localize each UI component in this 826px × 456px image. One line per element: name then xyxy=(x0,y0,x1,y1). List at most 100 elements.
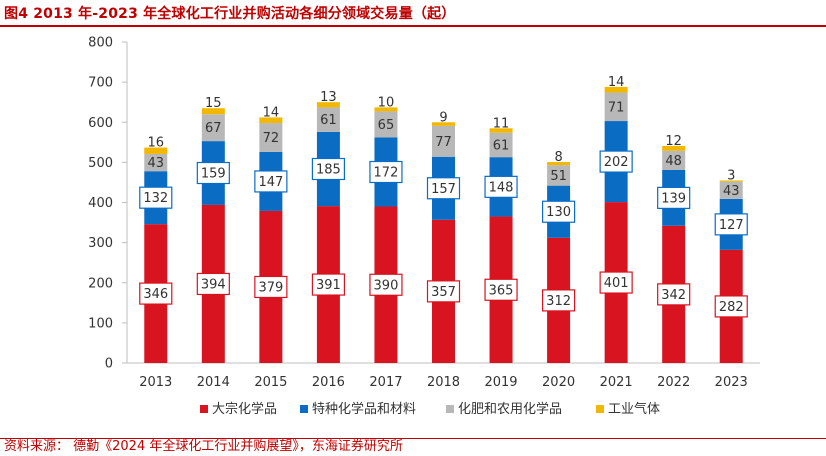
legend-label: 工业气体 xyxy=(608,401,660,417)
data-label: 346 xyxy=(143,287,168,302)
y-tick-label: 400 xyxy=(88,196,113,211)
y-tick-label: 300 xyxy=(88,236,113,251)
x-tick-label: 2017 xyxy=(369,375,402,390)
legend-label: 特种化学品和材料 xyxy=(312,401,416,417)
data-label: 15 xyxy=(205,96,222,111)
data-label-box xyxy=(426,280,461,303)
stacked-bar-chart: 0 100 200 300 400 500 600 700 800 346 132 43 16 394 15… xyxy=(88,36,760,417)
data-label: 72 xyxy=(263,131,280,146)
source-note: 资料来源： 德勤《2024 年全球化工行业并购展望》，东海证券研究所 xyxy=(4,439,403,454)
x-tick-label: 2015 xyxy=(254,375,287,390)
data-label-box xyxy=(599,150,633,173)
data-label-box xyxy=(311,157,346,181)
data-label-box xyxy=(139,186,173,209)
x-tick-label: 2013 xyxy=(139,375,172,390)
bar-segment-工业气体 xyxy=(316,102,340,108)
x-tick-label: 2018 xyxy=(427,375,460,390)
data-label: 12 xyxy=(665,134,682,149)
data-label: 127 xyxy=(719,218,744,233)
y-tick-label: 700 xyxy=(88,76,113,91)
data-label-box xyxy=(426,177,461,200)
bar-segment-工业气体 xyxy=(259,117,283,124)
data-label: 16 xyxy=(147,136,164,151)
data-label: 61 xyxy=(320,113,337,128)
data-label: 77 xyxy=(435,135,452,150)
data-label: 357 xyxy=(431,285,456,300)
bar-segment-化肥和农用化学品 xyxy=(374,111,398,138)
bar-segment-工业气体 xyxy=(662,145,686,151)
legend-label: 大宗化学品 xyxy=(212,401,277,417)
data-label-box xyxy=(714,295,748,318)
data-label-box xyxy=(714,213,748,236)
bar-segment-化肥和农用化学品 xyxy=(432,125,455,157)
bar-segment-工业气体 xyxy=(432,122,455,126)
bar-segment-化肥和农用化学品 xyxy=(144,153,168,172)
legend-swatch xyxy=(596,405,604,413)
data-label: 3 xyxy=(727,168,735,183)
data-label: 132 xyxy=(143,191,168,206)
legend-swatch xyxy=(300,405,308,413)
data-label: 202 xyxy=(604,155,629,170)
data-label: 43 xyxy=(147,156,164,171)
data-label: 13 xyxy=(320,90,337,105)
y-tick-label: 800 xyxy=(88,36,113,51)
data-label: 8 xyxy=(554,150,562,165)
x-tick-label: 2020 xyxy=(542,375,575,390)
data-label: 401 xyxy=(604,276,629,291)
y-tick-label: 0 xyxy=(105,357,113,372)
data-label: 51 xyxy=(550,169,567,184)
data-label-box xyxy=(254,170,288,193)
data-label: 14 xyxy=(263,105,280,120)
bar-segment-工业气体 xyxy=(719,180,743,182)
x-tick-label: 2023 xyxy=(715,375,748,390)
bar-segment-工业气体 xyxy=(547,161,571,166)
legend-swatch xyxy=(446,405,454,413)
bar-segment-工业气体 xyxy=(604,86,628,93)
bar-segment-化肥和农用化学品 xyxy=(259,123,283,152)
data-label: 14 xyxy=(608,75,625,90)
y-tick-label: 500 xyxy=(88,156,113,171)
y-tick-label: 200 xyxy=(88,276,113,291)
data-label-box xyxy=(311,273,346,296)
y-tick-label: 100 xyxy=(88,316,113,331)
data-label: 185 xyxy=(316,162,341,177)
bar-segment-化肥和农用化学品 xyxy=(316,107,340,132)
data-label: 43 xyxy=(723,184,740,199)
legend-label: 化肥和农用化学品 xyxy=(458,401,562,417)
data-label-box xyxy=(599,271,633,294)
data-label-box xyxy=(484,175,518,198)
data-label: 282 xyxy=(719,300,744,315)
data-label: 312 xyxy=(546,294,571,309)
data-label-box xyxy=(484,278,518,301)
data-label: 159 xyxy=(201,167,226,182)
data-label: 11 xyxy=(493,116,510,131)
figure-title: 图4 2013 年-2023 年全球化工行业并购活动各细分领域交易量（起） xyxy=(4,6,456,22)
data-label: 48 xyxy=(665,154,682,169)
bar-segment-工业气体 xyxy=(374,107,398,112)
x-tick-label: 2022 xyxy=(657,375,690,390)
title-rule xyxy=(0,25,826,27)
bar-segment-化肥和农用化学品 xyxy=(201,114,225,142)
data-label: 342 xyxy=(661,288,686,303)
data-label-box xyxy=(254,275,288,299)
data-label: 65 xyxy=(378,118,395,133)
bar-segment-化肥和农用化学品 xyxy=(662,150,686,170)
data-label: 61 xyxy=(493,138,510,153)
bar-segment-化肥和农用化学品 xyxy=(547,165,571,186)
bar-segment-工业气体 xyxy=(144,147,168,154)
data-label: 157 xyxy=(431,182,456,197)
data-label: 9 xyxy=(439,110,447,125)
x-tick-label: 2014 xyxy=(197,375,230,390)
x-tick-label: 2016 xyxy=(312,375,345,390)
bar-segment-化肥和农用化学品 xyxy=(489,132,513,158)
data-label: 390 xyxy=(374,278,399,293)
bar-segment-工业气体 xyxy=(489,128,513,133)
x-tick-label: 2019 xyxy=(484,375,517,390)
data-label: 67 xyxy=(205,121,222,136)
data-label-box xyxy=(369,273,403,296)
data-label-box xyxy=(196,272,230,296)
data-label: 365 xyxy=(489,283,514,298)
source-rule xyxy=(0,438,826,439)
bar-segment-工业气体 xyxy=(201,108,225,115)
data-label-box xyxy=(541,289,576,312)
